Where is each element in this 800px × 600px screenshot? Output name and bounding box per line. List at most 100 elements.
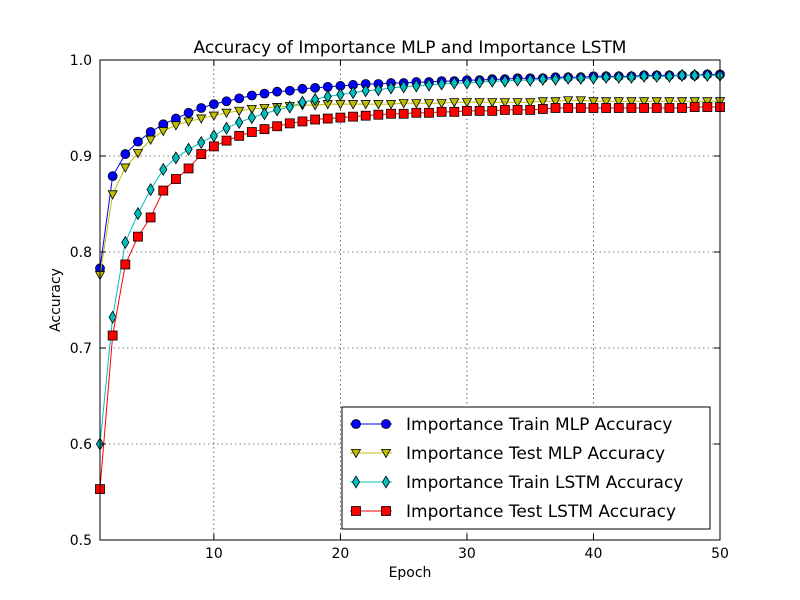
data-point [158,127,169,137]
data-point [398,108,409,119]
data-point [613,97,624,107]
data-point [487,98,498,108]
data-point [311,92,320,106]
data-point [677,103,687,113]
chart-title: Accuracy of Importance MLP and Importanc… [194,38,627,58]
data-point [132,149,144,159]
data-point [297,116,308,127]
series-4 [95,102,725,495]
data-point [475,75,484,89]
data-point [640,69,649,83]
data-point [538,72,547,86]
x-tick-label: 40 [585,546,603,562]
data-point [513,73,522,87]
data-point [385,100,397,110]
data-point [437,77,446,91]
data-point [234,93,245,104]
data-point [208,99,219,110]
data-point [665,69,674,83]
data-point [336,87,345,102]
data-point [360,100,371,110]
data-point [563,103,574,113]
data-point [208,111,220,122]
data-point [360,110,371,121]
data-point [170,121,182,131]
data-point [120,149,131,159]
legend-marker [381,419,391,429]
data-point [600,97,612,107]
legend-item: Importance Train LSTM Accuracy [350,473,683,493]
legend-label: Importance Test LSTM Accuracy [406,502,676,522]
data-point [411,99,422,109]
data-point [108,310,117,324]
data-point [689,97,700,107]
x-axis-label: Epoch [389,565,432,581]
series-3 [95,68,725,451]
data-point [499,105,510,115]
data-point [272,86,283,97]
data-point [298,95,307,109]
data-point [575,96,586,106]
data-point [133,136,143,147]
legend-marker [350,448,362,459]
data-point [461,98,473,108]
data-point [348,111,358,122]
data-point [310,114,321,125]
data-point [146,182,155,197]
data-point [652,69,661,83]
data-point [347,100,359,110]
data-point [260,107,269,121]
data-point [107,171,118,182]
data-point [221,96,232,107]
data-point [488,74,497,88]
data-point [285,100,294,114]
data-point [588,103,599,113]
data-point [576,71,585,85]
series-2 [94,96,726,281]
data-point [158,185,169,196]
y-tick-label: 0.5 [70,533,92,549]
data-point [361,84,370,98]
data-point [676,97,688,107]
data-point [500,74,509,88]
data-point [551,72,560,86]
legend-marker [381,506,391,516]
data-point [322,113,333,124]
x-tick-label: 50 [711,546,729,562]
legend-item: Importance Train MLP Accuracy [350,415,672,435]
data-point [550,97,561,107]
data-point [221,108,232,119]
data-point [474,105,485,116]
data-point [398,99,409,109]
data-point [525,105,536,115]
data-point [651,97,662,107]
data-point [499,98,511,108]
data-point [601,103,612,113]
data-point [436,106,447,117]
data-point [449,106,460,117]
data-point [664,97,675,107]
data-point [196,103,207,113]
legend-item: Importance Test LSTM Accuracy [350,502,676,522]
data-point [449,98,460,108]
data-point [272,121,283,132]
data-point [183,163,194,174]
legend-item: Importance Test MLP Accuracy [350,444,665,464]
data-point [450,76,459,90]
data-point [564,71,573,85]
data-point [638,97,650,107]
data-point [246,90,257,101]
data-point [664,103,675,113]
legend-label: Importance Train MLP Accuracy [406,415,672,435]
legend-marker [351,475,361,489]
data-point [235,115,244,130]
data-point [259,124,270,135]
data-point [412,79,421,93]
data-point [183,107,194,118]
data-point [627,70,636,84]
series-layer [94,68,726,495]
y-tick-label: 0.9 [70,149,92,165]
data-point [374,83,383,97]
data-point [575,103,586,113]
data-point [284,85,295,96]
